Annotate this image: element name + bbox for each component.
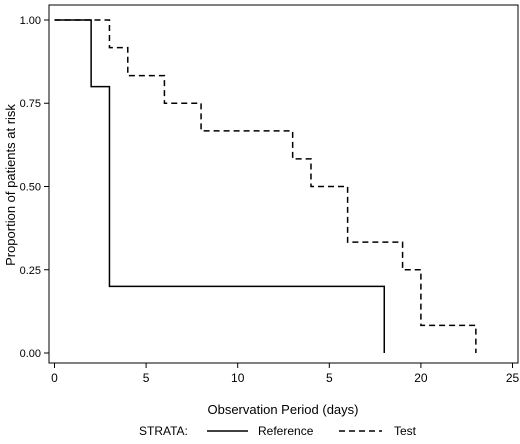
legend-title: STRATA: [139, 424, 188, 438]
x-tick-label: 5 [143, 371, 150, 385]
plot-frame [48, 4, 519, 364]
y-axis-label: Proportion of patients at risk [3, 104, 18, 266]
x-tick-label: 0 [51, 371, 58, 385]
legend: STRATA: Reference Test [139, 424, 417, 438]
x-tick-label: 5 [326, 371, 333, 385]
y-tick-label: 0.25 [20, 265, 41, 277]
series-line-reference [54, 19, 386, 354]
series-line-test [54, 19, 477, 354]
y-tick-label: 0.50 [20, 181, 41, 193]
y-tick-label: 0.75 [20, 98, 41, 110]
y-tick-label: 0.00 [20, 348, 41, 360]
x-tick-label: 20 [414, 371, 428, 385]
legend-label-reference: Reference [258, 424, 314, 438]
x-tick-label: 25 [506, 371, 520, 385]
y-tick-label: 1.00 [20, 15, 41, 27]
x-axis-label: Observation Period (days) [207, 402, 358, 417]
legend-label-test: Test [394, 424, 417, 438]
x-tick-label: 10 [231, 371, 245, 385]
